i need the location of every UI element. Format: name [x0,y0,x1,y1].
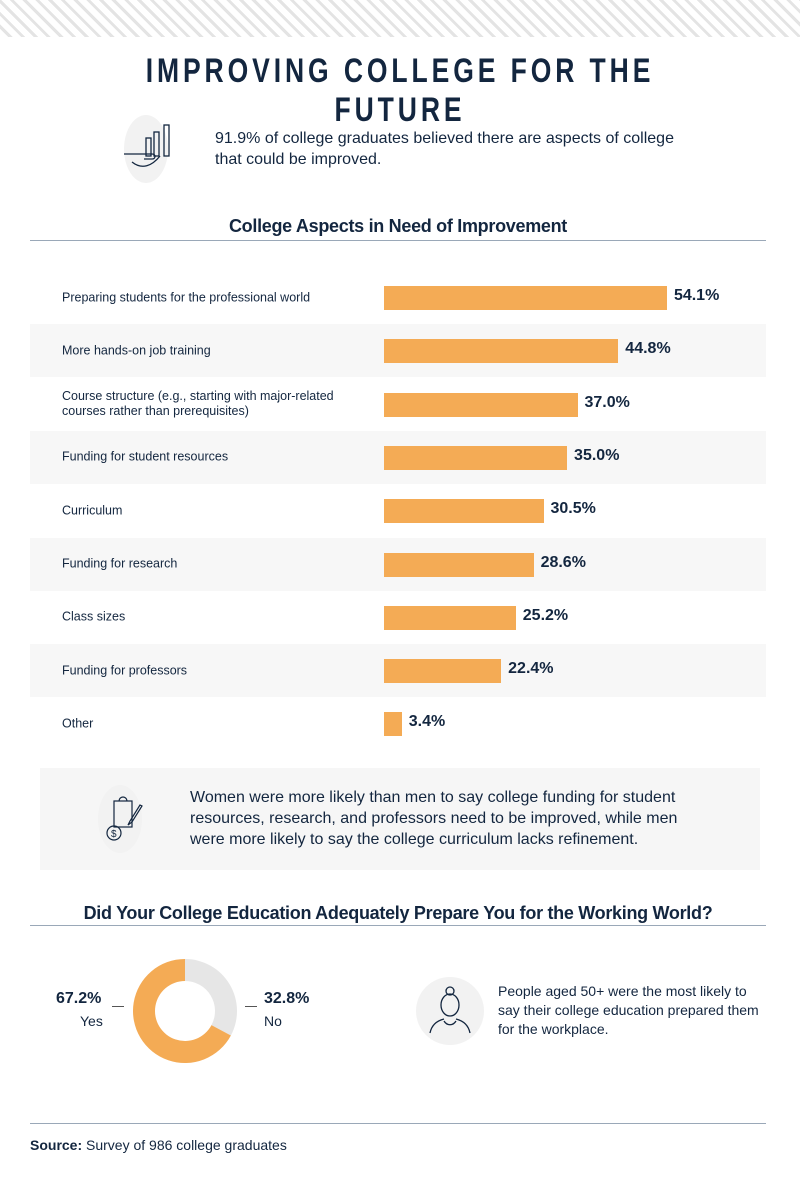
bar-value: 44.8% [625,340,671,358]
bar [384,445,568,470]
divider [30,925,766,926]
hand-bar-chart-icon [124,124,170,167]
divider [30,240,766,241]
bar [384,552,534,577]
svg-text:$: $ [111,829,117,840]
bar-label: More hands-on job training [62,343,211,358]
bar-label: Course structure (e.g., starting with ma… [62,389,334,419]
bar-row: Curriculum 30.5% [30,484,766,537]
older-woman-icon [429,986,471,1034]
bar-row: Funding for research 28.6% [30,537,766,591]
bar-label: Funding for professors [62,663,188,678]
bar-row: Funding for professors 22.4% [30,644,766,698]
bar [384,605,516,630]
person-icon-bg [416,977,484,1045]
bar-value: 22.4% [508,660,554,678]
bar-value: 37.0% [584,393,630,411]
bar-label: Other [62,716,94,731]
note-box [40,768,760,870]
bar-label: Class sizes [62,609,126,624]
bar-row: Class sizes 25.2% [30,591,766,644]
source-label: Source: [30,1137,83,1153]
intro-text: 91.9% of college graduates believed ther… [215,130,674,168]
page-title: IMPROVING COLLEGE FOR THE FUTURE [145,52,655,129]
bar-row: Preparing students for the professional … [30,271,766,324]
bar-value: 3.4% [408,713,446,731]
bar-row: Funding for student resources 35.0% [30,430,766,484]
decorative-stripes [0,0,800,37]
bar [384,339,619,364]
bar [384,392,578,417]
bar [384,659,502,684]
no-value: 32.8% [264,990,310,1007]
yes-value: 67.2% [56,990,102,1007]
bar-value: 54.1% [673,287,720,304]
bar-label: Preparing students for the professional … [62,290,311,304]
yes-leader [112,1006,124,1007]
donut-slice-no [185,959,237,1036]
bar-row: Other 3.4% [30,697,766,750]
bar-value: 30.5% [550,500,596,518]
bar-label: Funding for research [62,556,178,571]
yes-label: Yes [80,1013,103,1029]
note-icon-bg [98,785,142,853]
bar-label: Curriculum [62,503,123,518]
bar-chart-title: College Aspects in Need of Improvement [228,216,567,236]
bar [384,499,544,524]
no-leader [245,1006,257,1007]
bar-value: 28.6% [540,553,586,571]
donut-chart [133,959,237,1063]
donut-slice-yes [133,959,231,1063]
bar-value: 35.0% [574,446,620,464]
source: Source: Survey of 986 college graduates [30,1137,287,1153]
divider [30,1123,766,1124]
bar-label: Funding for student resources [62,449,229,464]
bar [384,712,402,737]
bar [384,286,667,310]
bar-value: 25.2% [522,606,569,624]
donut-chart-title: Did Your College Education Adequately Pr… [83,903,713,923]
clipboard-dollar-pencil-icon: $ [106,796,143,841]
note-text: Women were more likely than men to say c… [190,789,678,848]
bar-row: Course structure (e.g., starting with ma… [30,378,766,431]
bar-row: More hands-on job training 44.8% [30,324,766,378]
no-label: No [264,1013,282,1029]
source-text: Survey of 986 college graduates [82,1137,287,1153]
age-note-text: People aged 50+ were the most likely to … [498,983,759,1037]
